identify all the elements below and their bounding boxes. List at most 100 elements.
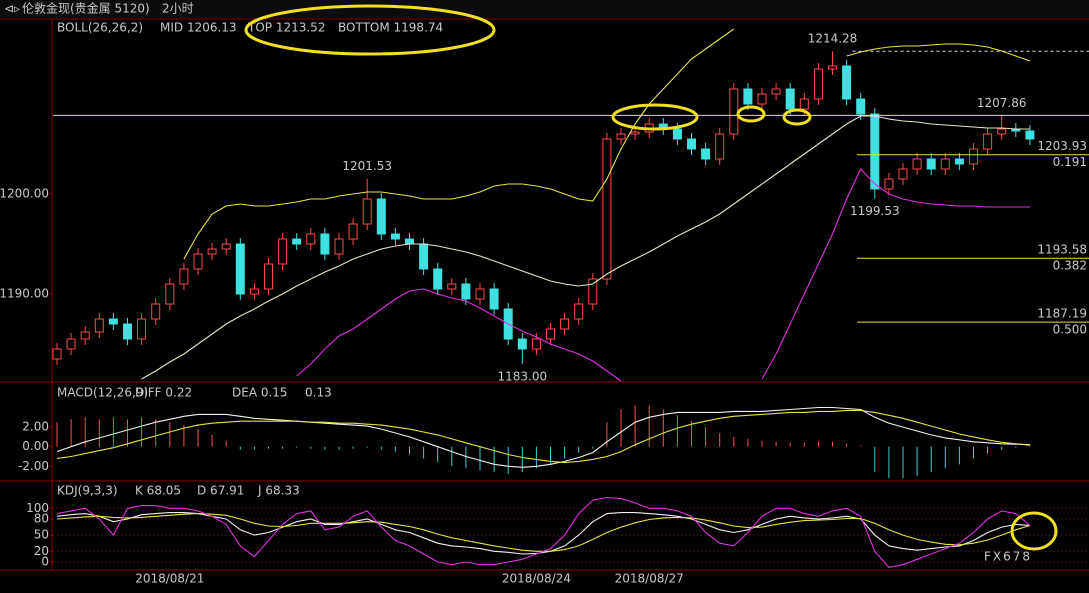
legend-entry: DIFF 0.22 bbox=[135, 386, 192, 400]
candle-body bbox=[179, 268, 189, 285]
indicator-title: MACD(12,26,9) bbox=[57, 386, 148, 400]
candle-body bbox=[588, 278, 598, 305]
candle-body bbox=[546, 328, 555, 340]
candle-body bbox=[926, 158, 936, 170]
x-tick-label: 2018/08/21 bbox=[135, 572, 204, 586]
candle-body bbox=[207, 248, 217, 255]
legend-entry: K 68.05 bbox=[135, 484, 181, 498]
period[interactable]: 2小时 bbox=[162, 2, 194, 16]
y-tick-label: 1190.00 bbox=[0, 287, 49, 301]
indicator-title: BOLL(26,26,2) bbox=[57, 21, 143, 35]
y-tick-label: 1200.00 bbox=[0, 187, 49, 201]
candle-body bbox=[574, 303, 584, 320]
candle-body bbox=[884, 178, 894, 190]
candle-body bbox=[701, 148, 711, 160]
candle-body bbox=[193, 253, 203, 270]
candle-body bbox=[334, 238, 344, 255]
candle-body bbox=[630, 131, 640, 135]
y-tick-label: 0.00 bbox=[22, 439, 49, 453]
candle-body bbox=[940, 158, 950, 170]
candle-body bbox=[108, 318, 118, 325]
fib-ratio: 0.191 bbox=[1053, 155, 1087, 169]
y-tick-label: 0 bbox=[41, 555, 49, 569]
low-label: 1183.00 bbox=[497, 370, 547, 384]
candle-body bbox=[235, 243, 245, 295]
fib-value: 1187.19 bbox=[1037, 307, 1087, 321]
legend-entry: TOP 1213.52 bbox=[247, 21, 325, 35]
fib-ratio: 0.382 bbox=[1053, 259, 1087, 273]
candle-body bbox=[278, 238, 288, 265]
candle-body bbox=[997, 128, 1007, 135]
candle-body bbox=[715, 133, 725, 160]
fib-value: 1193.58 bbox=[1037, 243, 1087, 257]
legend-entry: MID 1206.13 bbox=[160, 21, 237, 35]
watermark: FX678 bbox=[984, 550, 1032, 564]
candle-body bbox=[743, 88, 753, 105]
candle-body bbox=[983, 133, 993, 150]
indicator-line bbox=[56, 512, 1030, 555]
candle-body bbox=[66, 338, 76, 350]
candle-body bbox=[531, 338, 541, 350]
legend-entry: 0.13 bbox=[305, 386, 332, 400]
candle-body bbox=[306, 233, 316, 245]
candle-body bbox=[870, 113, 880, 190]
indicator-title: KDJ(9,3,3) bbox=[57, 484, 118, 498]
high-label: 1207.86 bbox=[977, 96, 1027, 110]
indicator-line bbox=[183, 28, 735, 260]
fib-ratio: 0.500 bbox=[1053, 323, 1087, 337]
y-tick-label: 80 bbox=[34, 512, 49, 526]
indicator-line bbox=[141, 115, 1030, 380]
indicator-line bbox=[761, 168, 1030, 380]
candle-body bbox=[52, 348, 62, 360]
indicator-line bbox=[56, 409, 1030, 463]
candle-body bbox=[616, 133, 626, 140]
candle-body bbox=[94, 318, 104, 333]
indicator-line bbox=[56, 513, 1031, 552]
candle-body bbox=[856, 98, 866, 115]
highlight-ellipse bbox=[1010, 511, 1058, 551]
candle-body bbox=[292, 238, 302, 245]
candle-body bbox=[898, 168, 908, 180]
low-label: 1199.53 bbox=[850, 204, 900, 218]
candle-body bbox=[560, 318, 570, 330]
candle-body bbox=[320, 233, 330, 255]
candle-body bbox=[376, 198, 386, 235]
candle-body bbox=[757, 93, 767, 105]
legend-entry: D 67.91 bbox=[197, 484, 244, 498]
candle-body bbox=[433, 268, 443, 290]
highlight-ellipse bbox=[782, 108, 812, 126]
highlight-ellipse bbox=[611, 103, 699, 131]
y-tick-label: 50 bbox=[34, 528, 49, 542]
legend-entry: BOTTOM 1198.74 bbox=[338, 21, 443, 35]
instrument-title: 伦敦金现(贵金属 5120) bbox=[22, 1, 150, 16]
candle-body bbox=[799, 98, 809, 110]
candle-body bbox=[828, 65, 837, 70]
candle-body bbox=[687, 138, 696, 150]
candle-body bbox=[405, 238, 414, 245]
candle-body bbox=[249, 288, 259, 295]
candle-body bbox=[954, 158, 964, 165]
candle-body bbox=[729, 88, 739, 135]
candle-body bbox=[137, 318, 147, 340]
candle-body bbox=[80, 331, 90, 340]
high-label: 1214.28 bbox=[808, 32, 858, 46]
candle-body bbox=[390, 233, 400, 240]
candle-body bbox=[419, 243, 429, 270]
legend-entry: J 68.33 bbox=[257, 484, 300, 498]
indicator-line bbox=[846, 43, 1031, 62]
y-tick-label: -2.00 bbox=[18, 459, 49, 473]
indicator-line bbox=[296, 288, 622, 382]
candle-body bbox=[151, 303, 161, 320]
candle-body bbox=[264, 263, 273, 290]
plot-layer: 1190.00 1200.00 1203.93 0.191 1193.58 0.382 11… bbox=[0, 21, 1089, 586]
candle-body bbox=[771, 88, 781, 95]
candle-body bbox=[475, 288, 485, 300]
x-tick-label: 2018/08/24 bbox=[502, 572, 571, 586]
highlight-ellipse bbox=[736, 105, 766, 123]
candle-body bbox=[785, 88, 795, 110]
candle-body bbox=[672, 128, 682, 140]
candle-body bbox=[165, 283, 175, 305]
y-tick-label: 100 bbox=[26, 501, 49, 515]
